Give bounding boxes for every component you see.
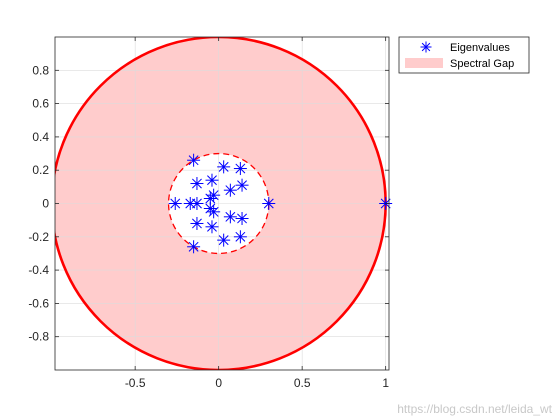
eigenvalue-point	[187, 240, 201, 254]
eigenvalue-point	[205, 173, 219, 187]
eigenvalue-point	[235, 211, 249, 225]
y-tick-label: 0	[42, 197, 49, 211]
legend-eigenvalues-marker	[420, 41, 432, 53]
eigenvalue-point	[223, 210, 237, 224]
eigenvalue-point	[233, 230, 247, 244]
x-tick-label: -0.5	[125, 376, 146, 390]
watermark-text: https://blog.csdn.net/leida_wt	[397, 402, 552, 416]
y-tick-label: -0.8	[28, 330, 49, 344]
legend: Eigenvalues Spectral Gap	[398, 36, 530, 74]
y-tick-label: -0.4	[28, 263, 49, 277]
eigenvalue-point	[262, 197, 276, 210]
legend-eigenvalues-label: Eigenvalues	[450, 42, 510, 54]
x-tick-label: 0.5	[294, 376, 311, 390]
y-tick-label: -0.6	[28, 296, 49, 310]
eigenvalue-point	[190, 197, 204, 210]
legend-spectral-gap-swatch	[405, 58, 443, 68]
eigenvalue-point	[235, 178, 249, 192]
legend-spectral-gap-label: Spectral Gap	[450, 58, 514, 70]
plot-content	[55, 37, 389, 370]
eigenvalue-point	[168, 197, 182, 210]
spectral-gap-area	[55, 37, 386, 370]
eigenvalue-markers	[168, 153, 393, 254]
eigenvalue-point	[217, 233, 231, 247]
eigenvalue-point	[217, 160, 231, 174]
y-tick-label: 0.2	[32, 163, 49, 177]
y-tick-label: 0.4	[32, 130, 49, 144]
y-tick-label: -0.2	[28, 230, 49, 244]
eigenvalue-point	[190, 177, 204, 191]
eigenvalue-point	[205, 220, 219, 234]
eigenvalue-point	[207, 205, 221, 219]
x-tick-label: 1	[382, 376, 389, 390]
y-tick-label: 0.6	[32, 97, 49, 111]
eigenvalue-point	[187, 153, 201, 167]
eigenvalue-point	[190, 216, 204, 230]
y-tick-label: 0.8	[32, 63, 49, 77]
eigenvalue-point	[233, 162, 247, 176]
eigenvalue-point	[223, 183, 237, 197]
eigenvalue-point	[207, 188, 221, 202]
x-tick-label: 0	[215, 376, 222, 390]
